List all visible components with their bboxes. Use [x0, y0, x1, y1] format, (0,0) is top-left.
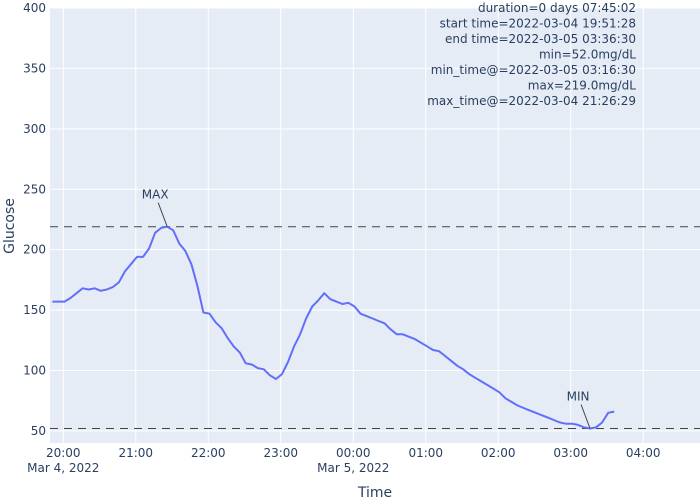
y-tick-label: 150: [23, 303, 46, 317]
info-line: end time=2022-03-05 03:36:30: [445, 32, 636, 46]
info-line: duration=0 days 07:45:02: [478, 1, 636, 15]
info-line: min_time@=2022-03-05 03:16:30: [431, 63, 636, 77]
y-tick-label: 400: [23, 1, 46, 15]
x-tick-label: 00:00: [336, 446, 371, 460]
summary-info: duration=0 days 07:45:02 start time=2022-…: [427, 1, 636, 108]
annotation-label: MAX: [142, 188, 169, 202]
x-tick-label: 22:00: [191, 446, 226, 460]
info-line: max=219.0mg/dL: [528, 79, 637, 93]
annotation-arrow: [157, 202, 168, 227]
x-tick-label: 23:00: [263, 446, 298, 460]
reference-lines: [50, 226, 700, 429]
x-tick-label: 03:00: [553, 446, 588, 460]
y-tick-label: 50: [31, 424, 46, 438]
x-tick-label: 01:00: [408, 446, 443, 460]
glucose-line: [52, 225, 615, 430]
x-tick-date-label: Mar 5, 2022: [317, 461, 389, 475]
info-line: start time=2022-03-04 19:51:28: [440, 17, 636, 31]
annotations: MAX MIN: [142, 188, 591, 429]
y-axis-title: Glucose: [2, 198, 18, 254]
x-tick-label: 04:00: [626, 446, 661, 460]
info-line: min=52.0mg/dL: [539, 48, 636, 62]
y-tick-label: 350: [23, 61, 46, 75]
info-line: max_time@=2022-03-04 21:26:29: [427, 94, 636, 108]
y-gridlines: [50, 7, 700, 432]
x-axis-title: Time: [357, 485, 392, 500]
x-tick-label: 20:00: [46, 446, 81, 460]
x-gridlines: [62, 8, 644, 443]
y-tick-label: 300: [23, 122, 46, 136]
annotation-arrow: [580, 404, 591, 429]
x-tick-label: 21:00: [118, 446, 153, 460]
x-tick-date-label: Mar 4, 2022: [27, 461, 99, 475]
series-layer: [52, 225, 615, 430]
x-tick-label: 02:00: [481, 446, 516, 460]
y-tick-label: 200: [23, 243, 46, 257]
annotation-label: MIN: [567, 390, 590, 404]
y-tick-labels: 50 100 150 200 250 300 350 400: [23, 1, 46, 438]
y-tick-label: 250: [23, 182, 46, 196]
y-tick-label: 100: [23, 364, 46, 378]
